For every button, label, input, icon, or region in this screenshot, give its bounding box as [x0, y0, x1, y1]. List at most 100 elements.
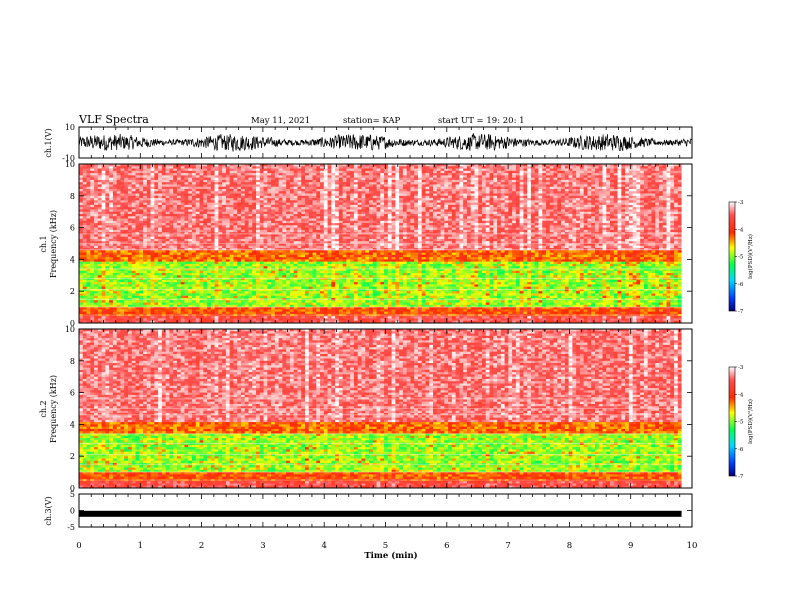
spectrogram-cell — [392, 216, 396, 219]
spectrogram-cell — [109, 223, 113, 226]
spectrogram-cell — [392, 205, 396, 208]
spectrogram-cell — [301, 184, 305, 187]
spectrogram-cell — [490, 187, 494, 190]
spectrogram-cell — [433, 203, 437, 206]
spectrogram-cell — [124, 228, 128, 231]
spectrogram-cell — [316, 166, 320, 169]
spectrogram-cell — [90, 205, 94, 208]
spectrogram-cell — [576, 173, 580, 176]
spectrogram-cell — [346, 228, 350, 231]
spectrogram-cell — [181, 200, 185, 203]
spectrogram-cell — [207, 198, 211, 201]
spectrogram-cell — [218, 225, 222, 228]
spectrogram-cell — [279, 223, 283, 226]
spectrogram-cell — [429, 173, 433, 176]
spectrogram-cell — [554, 203, 558, 206]
spectrogram-cell — [565, 216, 569, 219]
spectrogram-cell — [595, 187, 599, 190]
spectrogram-cell — [373, 187, 377, 190]
spectrogram-cell — [124, 184, 128, 187]
spectrogram-cell — [467, 203, 471, 206]
spectrogram-cell — [429, 214, 433, 217]
spectrogram-cell — [218, 166, 222, 169]
spectrogram-cell — [286, 175, 290, 178]
spectrogram-cell — [271, 198, 275, 201]
spectrogram-cell — [361, 209, 365, 212]
spectrogram-cell — [625, 184, 629, 187]
spectrogram-cell — [535, 209, 539, 212]
spectrogram-cell — [90, 198, 94, 201]
spectrogram-cell — [422, 205, 426, 208]
spectrogram-cell — [448, 173, 452, 176]
spectrogram-cell — [324, 209, 328, 212]
spectrogram-cell — [493, 187, 497, 190]
spectrogram-cell — [501, 180, 505, 183]
spectrogram-cell — [248, 171, 252, 174]
spectrogram-cell — [508, 219, 512, 222]
spectrogram-cell — [399, 187, 403, 190]
spectrogram-cell — [361, 169, 365, 172]
spectrogram-cell — [441, 178, 445, 181]
spectrogram-cell — [569, 205, 573, 208]
spectrogram-cell — [418, 230, 422, 233]
spectrogram-cell — [113, 178, 117, 181]
spectrogram-cell — [339, 225, 343, 228]
spectrogram-cell — [166, 228, 170, 231]
spectrogram-cell — [407, 200, 411, 203]
spectrogram-cell — [154, 182, 158, 185]
spectrogram-cell — [580, 189, 584, 192]
spectrogram-cell — [418, 175, 422, 178]
spectrogram-cell — [572, 182, 576, 185]
spectrogram-cell — [275, 225, 279, 228]
spectrogram-cell — [320, 200, 324, 203]
spectrogram-cell — [429, 203, 433, 206]
spectrogram-cell — [388, 187, 392, 190]
spectrogram-cell — [399, 203, 403, 206]
spectrogram-cell — [395, 169, 399, 172]
spectrogram-cell — [580, 182, 584, 185]
spectrogram-cell — [230, 169, 234, 172]
spectrogram-cell — [648, 196, 652, 199]
spectrogram-cell — [395, 194, 399, 197]
spectrogram-cell — [403, 196, 407, 199]
spectrogram-cell — [561, 173, 565, 176]
spectrogram-cell — [203, 182, 207, 185]
spectrogram-cell — [674, 209, 678, 212]
spectrogram-cell — [441, 196, 445, 199]
spectrogram-cell — [200, 171, 204, 174]
spectrogram-cell — [331, 214, 335, 217]
spectrogram-cell — [245, 182, 249, 185]
spectrogram-cell — [316, 173, 320, 176]
spectrogram-cell — [184, 175, 188, 178]
spectrogram-cell — [523, 228, 527, 231]
spectrogram-cell — [388, 205, 392, 208]
spectrogram-cell — [557, 189, 561, 192]
spectrogram-cell — [226, 232, 230, 235]
spectrogram-cell — [297, 171, 301, 174]
spectrogram-cell — [403, 175, 407, 178]
spectrogram-cell — [418, 187, 422, 190]
spectrogram-cell — [670, 171, 674, 174]
spectrogram-cell — [651, 221, 655, 224]
spectrogram-cell — [102, 169, 106, 172]
spectrogram-cell — [158, 196, 162, 199]
spectrogram-cell — [625, 225, 629, 228]
spectrogram-cell — [501, 207, 505, 210]
spectrogram-cell — [516, 166, 520, 169]
spectrogram-cell — [230, 187, 234, 190]
spectrogram-cell — [625, 212, 629, 215]
spectrogram-cell — [557, 171, 561, 174]
spectrogram-cell — [659, 169, 663, 172]
spectrogram-cell — [561, 223, 565, 226]
spectrogram-cell — [395, 196, 399, 199]
spectrogram-cell — [557, 191, 561, 194]
spectrogram-cell — [407, 173, 411, 176]
spectrogram-cell — [365, 216, 369, 219]
spectrogram-cell — [279, 196, 283, 199]
spectrogram-cell — [297, 223, 301, 226]
spectrogram-cell — [290, 228, 294, 231]
spectrogram-cell — [181, 178, 185, 181]
spectrogram-cell — [211, 209, 215, 212]
spectrogram-cell — [154, 171, 158, 174]
spectrogram-cell — [230, 189, 234, 192]
